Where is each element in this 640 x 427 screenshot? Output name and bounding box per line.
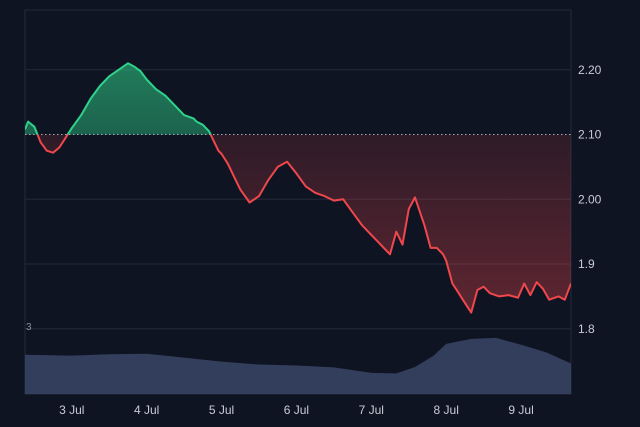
x-axis: 3 Jul 4 Jul 5 Jul 6 Jul 7 Jul 8 Jul 9 Jul (59, 403, 534, 417)
y-tick-label: 2.10 (578, 128, 602, 142)
x-tick-label: 8 Jul (434, 403, 459, 417)
y-tick-label: 2.00 (578, 192, 602, 206)
x-tick-label: 5 Jul (209, 403, 234, 417)
price-line-above-baseline (25, 62, 212, 135)
y-tick-label: 1.8 (578, 322, 595, 336)
x-tick-label: 4 Jul (134, 403, 159, 417)
y-tick-label: 2.20 (578, 63, 602, 77)
volume-label: 3 (26, 322, 32, 333)
y-tick-label: 1.9 (578, 257, 595, 271)
x-tick-label: 9 Jul (508, 403, 533, 417)
price-area (25, 63, 571, 313)
x-tick-label: 6 Jul (284, 403, 309, 417)
volume-area (25, 337, 571, 394)
x-tick-label: 3 Jul (59, 403, 84, 417)
price-area-below-baseline (37, 134, 571, 313)
y-axis: 2.20 2.10 2.00 1.9 1.8 (578, 63, 602, 336)
price-area-above-baseline (25, 63, 571, 135)
x-tick-label: 7 Jul (359, 403, 384, 417)
price-line[interactable] (25, 62, 571, 314)
volume-series: 3 (25, 322, 571, 394)
price-line-below-baseline (36, 134, 571, 314)
